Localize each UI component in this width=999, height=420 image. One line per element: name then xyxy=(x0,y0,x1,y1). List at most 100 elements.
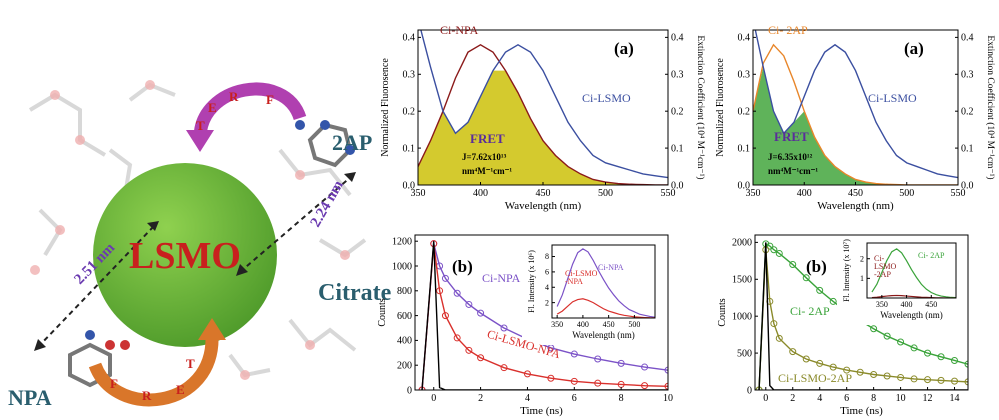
y-tick-label: 1000 xyxy=(732,312,752,323)
y-tick-label: 500 xyxy=(737,348,752,359)
y-tick-label: 1500 xyxy=(732,275,752,286)
y-axis-label: Fl. Intensity (x 10⁷) xyxy=(842,239,851,302)
data-point xyxy=(802,355,810,363)
y-tick-label: 0.2 xyxy=(403,107,416,118)
data-point xyxy=(465,346,473,354)
fret-overlap xyxy=(418,70,668,185)
inset-chart: 350 400 450 1 2 Wavelength (nm) Fl. Intensity … xyxy=(837,239,959,325)
data-point xyxy=(766,242,774,250)
y-tick-label: 200 xyxy=(397,361,412,372)
fret-arrow xyxy=(88,334,219,407)
y2-tick-label: 0.4 xyxy=(671,33,684,44)
arrow-head xyxy=(236,264,248,276)
y-axis-label: Normalized Fluorosence xyxy=(715,58,726,157)
x-tick-label: 500 xyxy=(598,188,613,199)
y-tick-label: 2 xyxy=(545,298,549,307)
series-line xyxy=(418,43,668,185)
distance-label: 2.24 nm xyxy=(308,178,348,230)
distance-line xyxy=(239,175,353,273)
data-point xyxy=(924,349,932,357)
y2-tick-label: 0.2 xyxy=(961,107,974,118)
annotation: nm⁴M⁻¹cm⁻¹ xyxy=(462,166,513,176)
y-tick-label: 0.2 xyxy=(738,107,751,118)
arrow-head xyxy=(198,318,226,340)
annotation: J=6.35x10¹² xyxy=(768,152,813,162)
panel-label: (b) xyxy=(806,257,827,276)
data-point xyxy=(441,312,449,320)
fret-arrow xyxy=(193,82,307,139)
x-axis-label: Wavelength (nm) xyxy=(572,330,635,340)
annotation: J=7.62x10¹³ xyxy=(462,152,507,162)
data-point xyxy=(500,364,508,372)
y-tick-label: 0.4 xyxy=(738,33,751,44)
arrow-head xyxy=(34,339,46,351)
fret-letter: R xyxy=(142,388,152,403)
series-line xyxy=(753,43,958,185)
data-point xyxy=(477,354,485,362)
data-point xyxy=(570,350,578,358)
data-point xyxy=(964,360,968,368)
x-tick-label: 2 xyxy=(790,393,795,404)
data-point xyxy=(500,324,508,332)
data-point xyxy=(910,344,918,352)
fret-letter: R xyxy=(229,89,239,104)
chart: 0 2 4 6 8 10 0 200 400 600 800 1000 1200 Time (ns) Cou… xyxy=(377,234,673,417)
data-point xyxy=(870,325,878,333)
diagram: LSMO 2AP Citrate NPA 2.51 nm 2.24 nm T E… xyxy=(8,80,392,410)
series-label: Ci-LSMO xyxy=(582,91,631,105)
series-label: Ci- 2AP xyxy=(918,251,945,260)
y2-tick-label: 0.0 xyxy=(961,180,974,191)
fret-letters: T E R F F R E T xyxy=(110,89,274,403)
series-line xyxy=(556,248,655,318)
core-label: LSMO xyxy=(129,235,241,277)
y-tick-label: 1 xyxy=(860,274,864,283)
series-line xyxy=(754,30,958,179)
x-tick-label: 400 xyxy=(797,188,812,199)
series-label: Ci-NPA xyxy=(482,271,521,285)
y2-axis-label: Extinction Coefficient (10⁴ M⁻¹cm⁻¹) xyxy=(695,35,706,179)
x-tick-label: 0 xyxy=(763,393,768,404)
y-tick-label: 6 xyxy=(545,268,549,277)
y-axis-label: Counts xyxy=(377,298,388,326)
data-point xyxy=(937,353,945,361)
donor-label: NPA xyxy=(8,385,52,410)
y2-tick-label: 0.1 xyxy=(961,143,974,154)
series-line xyxy=(420,30,668,179)
inset-chart: 350 400 450 500 2 4 6 8 Wavelength (nm) Fl. Inten… xyxy=(522,242,658,345)
fret-letter: T xyxy=(196,118,205,133)
x-axis-label: Wavelength (nm) xyxy=(505,200,582,212)
x-tick-label: 8 xyxy=(871,393,876,404)
plot-frame xyxy=(414,234,669,391)
data-point xyxy=(910,375,918,383)
data-point xyxy=(436,287,444,295)
distance-line xyxy=(37,224,156,348)
x-tick-label: 500 xyxy=(628,320,640,329)
data-point xyxy=(856,368,864,376)
plot-frame xyxy=(866,242,957,299)
y-tick-label: 0.4 xyxy=(403,33,416,44)
data-point xyxy=(829,363,837,371)
y-tick-label: 1200 xyxy=(392,237,412,248)
y2-tick-label: 0.1 xyxy=(671,143,684,154)
x-tick-label: 550 xyxy=(951,188,966,199)
fret-letter: E xyxy=(208,100,217,115)
series-label: Ci- LSMO -2AP xyxy=(874,254,897,279)
series-label: Ci-LSMO-2AP xyxy=(778,371,853,385)
panel-label: (a) xyxy=(614,39,634,58)
x-tick-label: 350 xyxy=(411,188,426,199)
fret-letter: E xyxy=(176,382,185,397)
series-line xyxy=(758,249,968,390)
y2-tick-label: 0.3 xyxy=(961,70,974,81)
data-point xyxy=(641,382,649,390)
data-point xyxy=(465,300,473,308)
data-point xyxy=(770,246,778,254)
data-point xyxy=(843,366,851,374)
series-line xyxy=(421,243,668,390)
plot-area xyxy=(753,30,958,185)
arrow-head xyxy=(147,221,159,231)
y2-axis-label: Extinction Coefficient (10⁴ M⁻¹cm⁻¹) xyxy=(985,35,996,179)
fret-letter: T xyxy=(186,356,195,371)
series-label: Ci-NPA xyxy=(598,263,624,272)
ligand-label: Citrate xyxy=(318,280,392,306)
